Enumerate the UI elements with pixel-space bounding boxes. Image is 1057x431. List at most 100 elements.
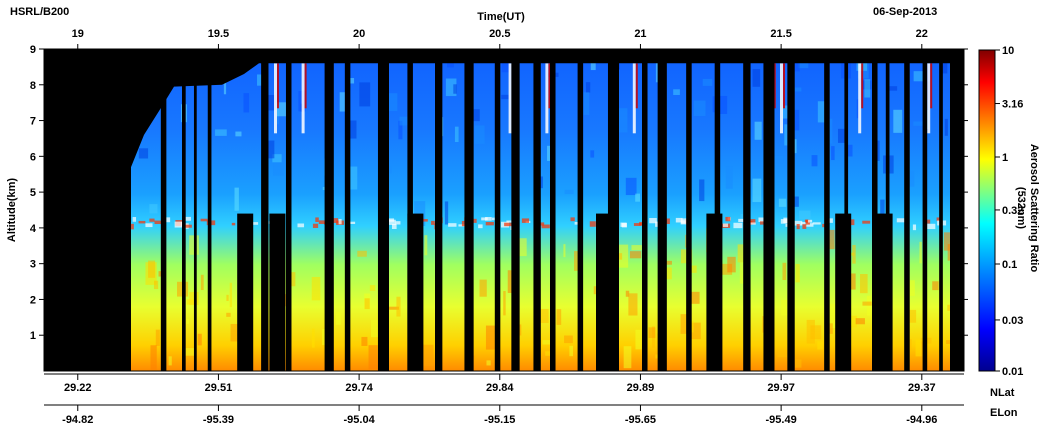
texture-patch <box>364 298 370 310</box>
texture-patch <box>828 118 833 144</box>
data-gap <box>885 49 890 371</box>
aerosol-layer-top <box>145 223 153 228</box>
texture-patch <box>754 121 762 140</box>
texture-patch <box>655 354 659 359</box>
texture-patch <box>346 120 357 139</box>
texture-patch <box>369 285 376 291</box>
texture-patch <box>486 360 491 366</box>
top-axis-tick-label: 20 <box>353 28 365 40</box>
aerosol-layer-top <box>796 224 800 230</box>
texture-patch <box>590 62 596 71</box>
texture-patch <box>243 93 250 113</box>
no-data-region <box>950 49 964 371</box>
texture-patch <box>424 235 428 256</box>
texture-patch <box>919 241 922 264</box>
texture-patch <box>138 148 149 159</box>
data-gap <box>904 49 910 371</box>
aerosol-layer-top <box>759 221 764 225</box>
y-axis-tick-label: 2 <box>30 294 36 306</box>
aerosol-layer-top <box>758 217 768 222</box>
texture-patch <box>445 78 457 97</box>
aerosol-layer-top <box>132 217 137 222</box>
texture-patch <box>829 323 833 334</box>
data-gap <box>344 49 351 371</box>
data-gap <box>207 49 212 371</box>
data-gap <box>714 49 721 371</box>
texture-patch <box>817 341 823 350</box>
texture-patch <box>501 94 509 100</box>
texture-patch <box>226 294 229 301</box>
texture-patch <box>781 299 792 316</box>
below-aircraft-gap <box>269 213 286 371</box>
data-gap <box>123 49 127 371</box>
texture-patch <box>725 166 733 189</box>
texture-patch <box>648 327 656 338</box>
aerosol-layer-top <box>802 224 807 229</box>
data-gap <box>193 49 197 371</box>
data-gap <box>872 49 878 371</box>
aerosol-layer-top <box>338 219 342 225</box>
aerosol-layer-top <box>722 223 729 227</box>
plot-frame <box>43 48 965 372</box>
cloud-return <box>274 63 277 134</box>
data-gap <box>607 49 619 371</box>
aerosol-layer-top <box>805 223 814 227</box>
aerosol-layer-top <box>231 222 236 226</box>
texture-patch <box>371 319 382 338</box>
texture-patch <box>693 100 706 117</box>
colorbar-tick-label: 10 <box>1002 45 1014 57</box>
texture-patch <box>727 256 736 273</box>
texture-patch <box>806 319 815 344</box>
texture-patch <box>752 69 761 87</box>
y-axis-tick-label: 4 <box>30 223 37 235</box>
texture-patch <box>810 325 822 340</box>
aerosol-layer-top <box>448 223 457 227</box>
instrument-label: HSRL/B200 <box>10 6 69 18</box>
texture-patch <box>421 344 434 366</box>
texture-patch <box>399 116 409 126</box>
below-aircraft-gap <box>706 213 723 371</box>
texture-patch <box>273 162 284 176</box>
texture-patch <box>322 329 327 346</box>
texture-patch <box>574 251 580 271</box>
colorbar <box>978 49 996 372</box>
texture-patch <box>702 78 713 86</box>
texture-patch <box>545 351 552 356</box>
aerosol-layer-top <box>570 217 575 222</box>
texture-patch <box>200 274 204 291</box>
aerosol-layer-top <box>318 220 328 224</box>
top-axis-tick-label: 19 <box>72 28 84 40</box>
texture-patch <box>339 92 349 112</box>
texture-patch <box>556 309 562 325</box>
aerosol-layer-top <box>681 218 689 224</box>
aerosol-layer-top <box>936 217 940 222</box>
texture-patch <box>811 155 818 167</box>
aerosol-layer-top <box>504 222 513 227</box>
aerosol-layer-top <box>485 217 492 221</box>
texture-patch <box>828 303 836 328</box>
aerosol-layer-top <box>461 220 467 227</box>
aerosol-layer-top <box>154 220 163 225</box>
aerosol-layer-top <box>521 218 530 223</box>
y-axis-tick-label: 8 <box>30 80 36 92</box>
texture-patch <box>444 201 449 225</box>
texture-patch <box>913 71 925 82</box>
texture-patch <box>267 140 275 159</box>
texture-patch <box>908 170 915 187</box>
texture-patch <box>398 120 403 140</box>
colorbar-label: Aerosol Scattering Ratio <box>1028 144 1040 273</box>
texture-patch <box>794 359 802 368</box>
texture-patch <box>946 340 951 344</box>
texture-patch <box>357 250 367 257</box>
data-gap <box>182 49 186 371</box>
texture-patch <box>625 290 630 297</box>
texture-patch <box>837 128 847 143</box>
top-axis-tick-label: 20.5 <box>489 28 510 40</box>
aerosol-layer-top <box>422 219 428 222</box>
lon-axis-tick-label: -95.39 <box>203 414 234 426</box>
aerosol-layer-top <box>149 218 155 222</box>
colorbar-ticks: 0.01 0.03 0.1 0.32 1 3.16 10 <box>995 45 1023 378</box>
aerosol-layer-top <box>725 216 731 222</box>
data-gap <box>577 49 584 371</box>
